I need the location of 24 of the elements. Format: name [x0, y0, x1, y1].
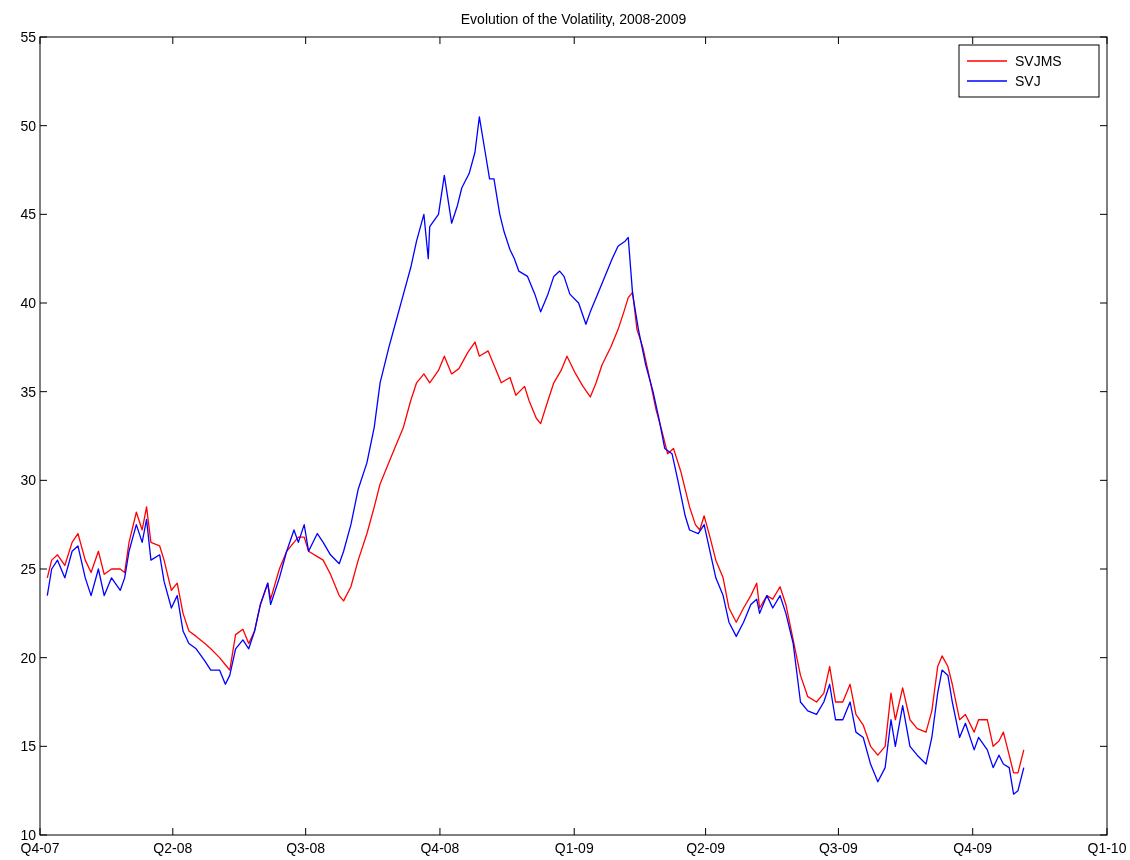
y-tick-label: 50 — [20, 117, 37, 134]
x-tick-label: Q1-09 — [554, 840, 594, 856]
x-tick-label: Q1-10 — [1087, 840, 1127, 856]
line-series — [46, 291, 1025, 774]
y-tick-label: 35 — [20, 383, 37, 400]
y-tick-label: 20 — [20, 649, 37, 666]
y-tick-label: 15 — [20, 738, 37, 755]
x-tick-label: Q4-07 — [20, 840, 60, 856]
y-tick-label: 30 — [20, 472, 37, 489]
x-tick-label: Q4-09 — [953, 840, 993, 856]
y-tick-label: 40 — [20, 294, 37, 311]
y-tick-label: 45 — [20, 206, 37, 223]
chart-title: Evolution of the Volatility, 2008-2009 — [460, 11, 687, 27]
x-tick-label: Q2-08 — [153, 840, 193, 856]
y-tick-label: 10 — [20, 826, 37, 843]
x-tick-label: Q2-09 — [686, 840, 726, 856]
y-tick-label: 55 — [20, 28, 37, 45]
x-tick-label: Q3-09 — [818, 840, 859, 856]
legend-label: SVJMS — [1015, 52, 1062, 69]
x-tick-label: Q3-08 — [286, 840, 326, 856]
line-series — [46, 116, 1025, 795]
y-tick-label: 25 — [20, 560, 37, 577]
legend-label: SVJ — [1015, 72, 1041, 89]
x-tick-label: Q4-08 — [420, 840, 460, 856]
